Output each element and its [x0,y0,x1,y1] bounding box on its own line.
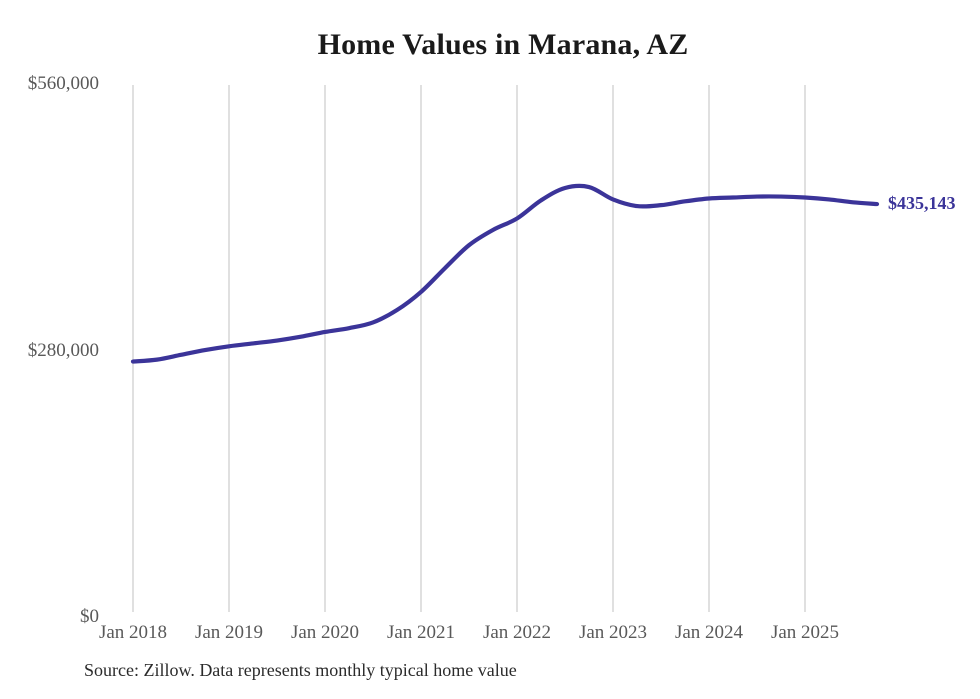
chart-title: Home Values in Marana, AZ [317,28,689,61]
y-tick-label: $280,000 [27,340,99,361]
x-tick-label: Jan 2020 [290,622,360,643]
x-tick-label: Jan 2025 [770,622,840,643]
x-tick-label: Jan 2023 [578,622,648,643]
y-tick-label: $0 [80,606,99,627]
value-line [130,183,880,364]
x-tick-label: Jan 2024 [674,622,744,643]
y-tick-label: $560,000 [27,73,99,94]
source-note: Source: Zillow. Data represents monthly … [84,660,517,680]
gridlines [132,85,806,612]
x-tick-label: Jan 2018 [98,622,168,643]
x-tick-label: Jan 2021 [386,622,456,643]
end-value-annotation: $435,143 [888,193,956,214]
x-tick-label: Jan 2022 [482,622,552,643]
x-tick-label: Jan 2019 [194,622,264,643]
value-line-series [130,183,880,364]
